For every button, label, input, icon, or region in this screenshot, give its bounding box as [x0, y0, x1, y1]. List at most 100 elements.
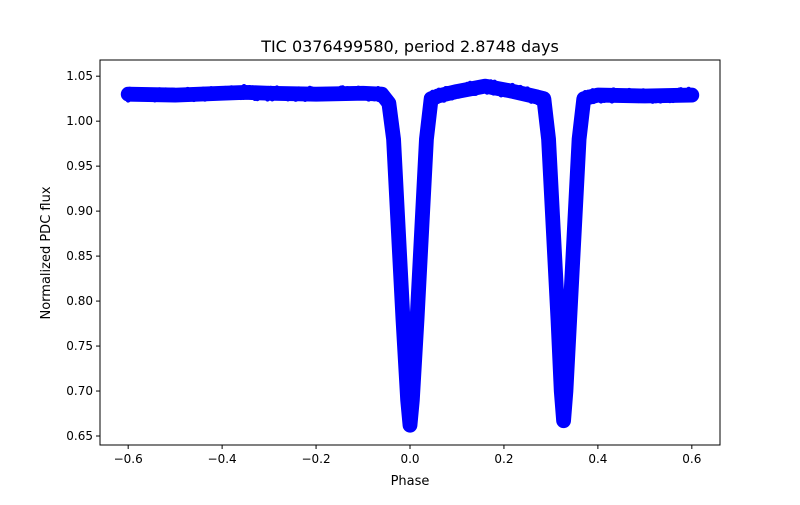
x-tick-label: 0.6	[682, 452, 701, 466]
data-point	[573, 201, 579, 207]
data-point	[574, 188, 580, 194]
data-point	[517, 84, 523, 90]
data-point	[687, 95, 693, 101]
data-point	[557, 359, 563, 365]
data-point	[297, 95, 303, 101]
data-point	[387, 106, 393, 112]
data-point	[393, 171, 399, 177]
data-point	[421, 175, 427, 181]
data-point	[167, 91, 173, 97]
data-point	[418, 231, 424, 237]
data-point	[158, 88, 164, 94]
data-point	[668, 94, 674, 100]
data-point	[409, 411, 415, 417]
data-point	[398, 266, 404, 272]
data-point	[574, 177, 580, 183]
data-point	[414, 319, 420, 325]
data-point	[344, 86, 350, 92]
data-point	[400, 318, 406, 324]
data-point	[556, 334, 562, 340]
y-axis-label: Normalized PDC flux	[39, 186, 54, 319]
data-point	[422, 168, 428, 174]
data-point	[395, 216, 401, 222]
data-point	[601, 98, 607, 104]
data-point	[410, 395, 416, 401]
data-point	[571, 234, 577, 240]
data-point	[553, 275, 559, 281]
data-point	[399, 293, 405, 299]
data-point	[130, 95, 136, 101]
chart-title: TIC 0376499580, period 2.8748 days	[260, 37, 559, 56]
data-point	[127, 86, 133, 92]
data-point	[543, 110, 549, 116]
data-point	[398, 289, 404, 295]
data-point	[144, 88, 150, 94]
data-point	[570, 264, 576, 270]
plot-frame	[99, 59, 721, 446]
data-point	[555, 311, 561, 317]
data-point	[416, 275, 422, 281]
data-point	[562, 401, 568, 407]
data-point	[607, 92, 613, 98]
x-axis-label: Phase	[391, 474, 430, 489]
data-point	[654, 93, 660, 99]
data-point	[394, 193, 400, 199]
data-point	[425, 128, 431, 134]
data-point	[310, 88, 316, 94]
data-point	[492, 79, 498, 85]
data-point	[427, 111, 433, 117]
data-point	[551, 242, 557, 248]
data-point	[508, 92, 514, 98]
y-tick-label: 1.05	[66, 69, 93, 83]
data-point	[573, 185, 579, 191]
y-tick-label: 0.75	[66, 339, 93, 353]
data-point	[664, 89, 670, 95]
data-point	[553, 281, 559, 287]
data-point	[569, 271, 575, 277]
data-point	[552, 246, 558, 252]
data-point	[552, 260, 558, 266]
data-point	[393, 184, 399, 190]
data-point	[477, 82, 483, 88]
data-point	[546, 137, 552, 143]
data-point	[580, 107, 586, 113]
data-point	[684, 92, 690, 98]
x-tick-label: 0.2	[494, 452, 513, 466]
data-point	[403, 372, 409, 378]
data-point	[402, 343, 408, 349]
data-point	[412, 362, 418, 368]
data-point	[563, 384, 569, 390]
data-point	[396, 230, 402, 236]
data-point	[412, 349, 418, 355]
data-point	[566, 338, 572, 344]
data-point	[404, 388, 410, 394]
data-point	[408, 414, 414, 420]
data-point	[670, 98, 676, 104]
data-point	[552, 252, 558, 258]
data-point	[557, 354, 563, 360]
data-point	[423, 144, 429, 150]
data-point	[554, 298, 560, 304]
data-point	[407, 424, 413, 430]
data-point	[548, 182, 554, 188]
data-point	[412, 355, 418, 361]
x-tick-label: −0.2	[301, 452, 330, 466]
data-point	[171, 87, 177, 93]
data-point	[394, 197, 400, 203]
data-point	[578, 125, 584, 131]
data-point	[524, 86, 530, 92]
data-point	[420, 208, 426, 214]
data-point	[573, 193, 579, 199]
data-point	[396, 239, 402, 245]
data-point	[501, 84, 507, 90]
data-point	[549, 207, 555, 213]
data-point	[570, 256, 576, 262]
data-point	[414, 326, 420, 332]
data-point	[189, 87, 195, 93]
data-point	[389, 127, 395, 133]
data-point	[568, 301, 574, 307]
data-point	[579, 119, 585, 125]
data-point	[594, 94, 600, 100]
data-point	[387, 102, 393, 108]
